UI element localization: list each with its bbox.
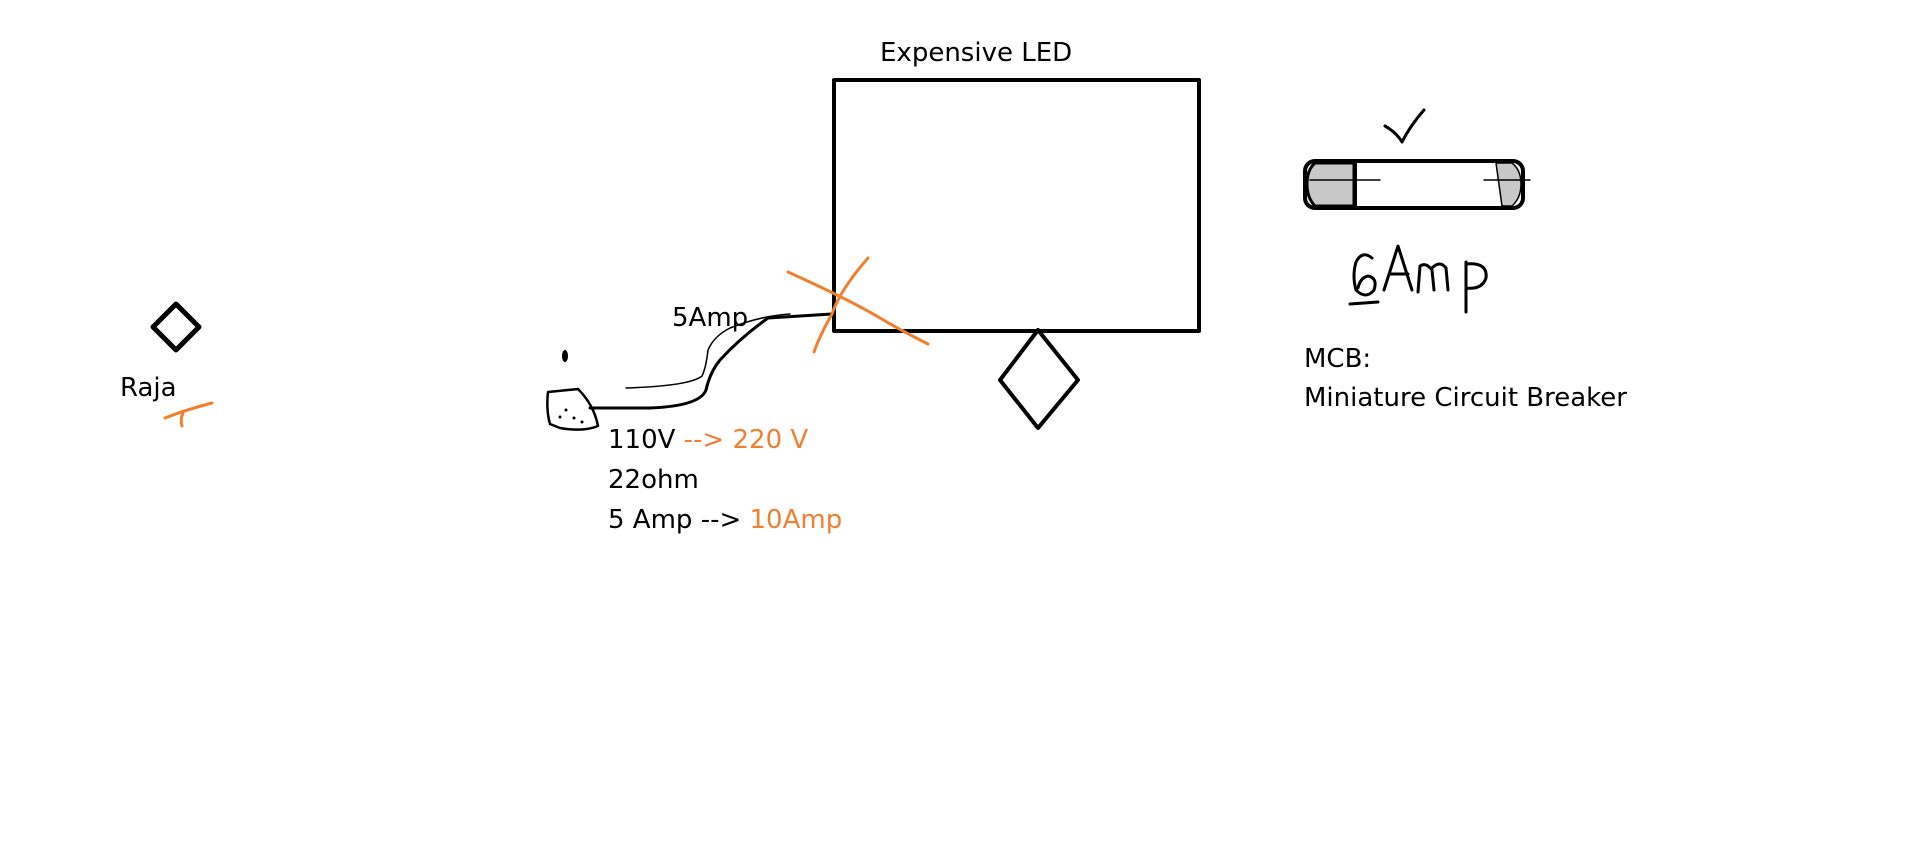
fuse-icon [1303,159,1531,210]
led-box [832,78,1201,333]
raja-orange-mark [163,401,214,428]
resistance-line: 22ohm [608,465,699,495]
raja-label: Raja [120,373,177,403]
fuse-rating-handwritten [1348,244,1488,314]
raja-diamond-shape [150,301,202,353]
mcb-full-name: Miniature Circuit Breaker [1304,383,1627,413]
checkmark-icon [1383,108,1426,144]
voltage-line: 110V --> 220 V [608,425,808,455]
cross-out-mark [786,256,930,354]
fuse-body [1303,159,1525,210]
led-title: Expensive LED [880,38,1072,68]
wire-current-label: 5Amp [672,303,748,333]
cable-wire-highlight [625,313,791,389]
voltage-new: 220 V [733,425,809,455]
current-old: 5 Amp --> [608,505,741,535]
cable-wire [588,312,834,410]
fuse-right-cap [1495,162,1522,207]
current-line: 5 Amp --> 10Amp [608,505,842,535]
plug-speckles [558,408,584,424]
current-new: 10Amp [750,505,843,535]
plug-body [546,387,600,431]
voltage-old: 110V [608,425,676,455]
mcb-abbrev: MCB: [1304,344,1371,374]
fuse-left-cap [1305,161,1356,208]
plug-dot [562,350,568,362]
voltage-arrow: --> [675,425,732,455]
led-stand-diamond [998,328,1080,430]
